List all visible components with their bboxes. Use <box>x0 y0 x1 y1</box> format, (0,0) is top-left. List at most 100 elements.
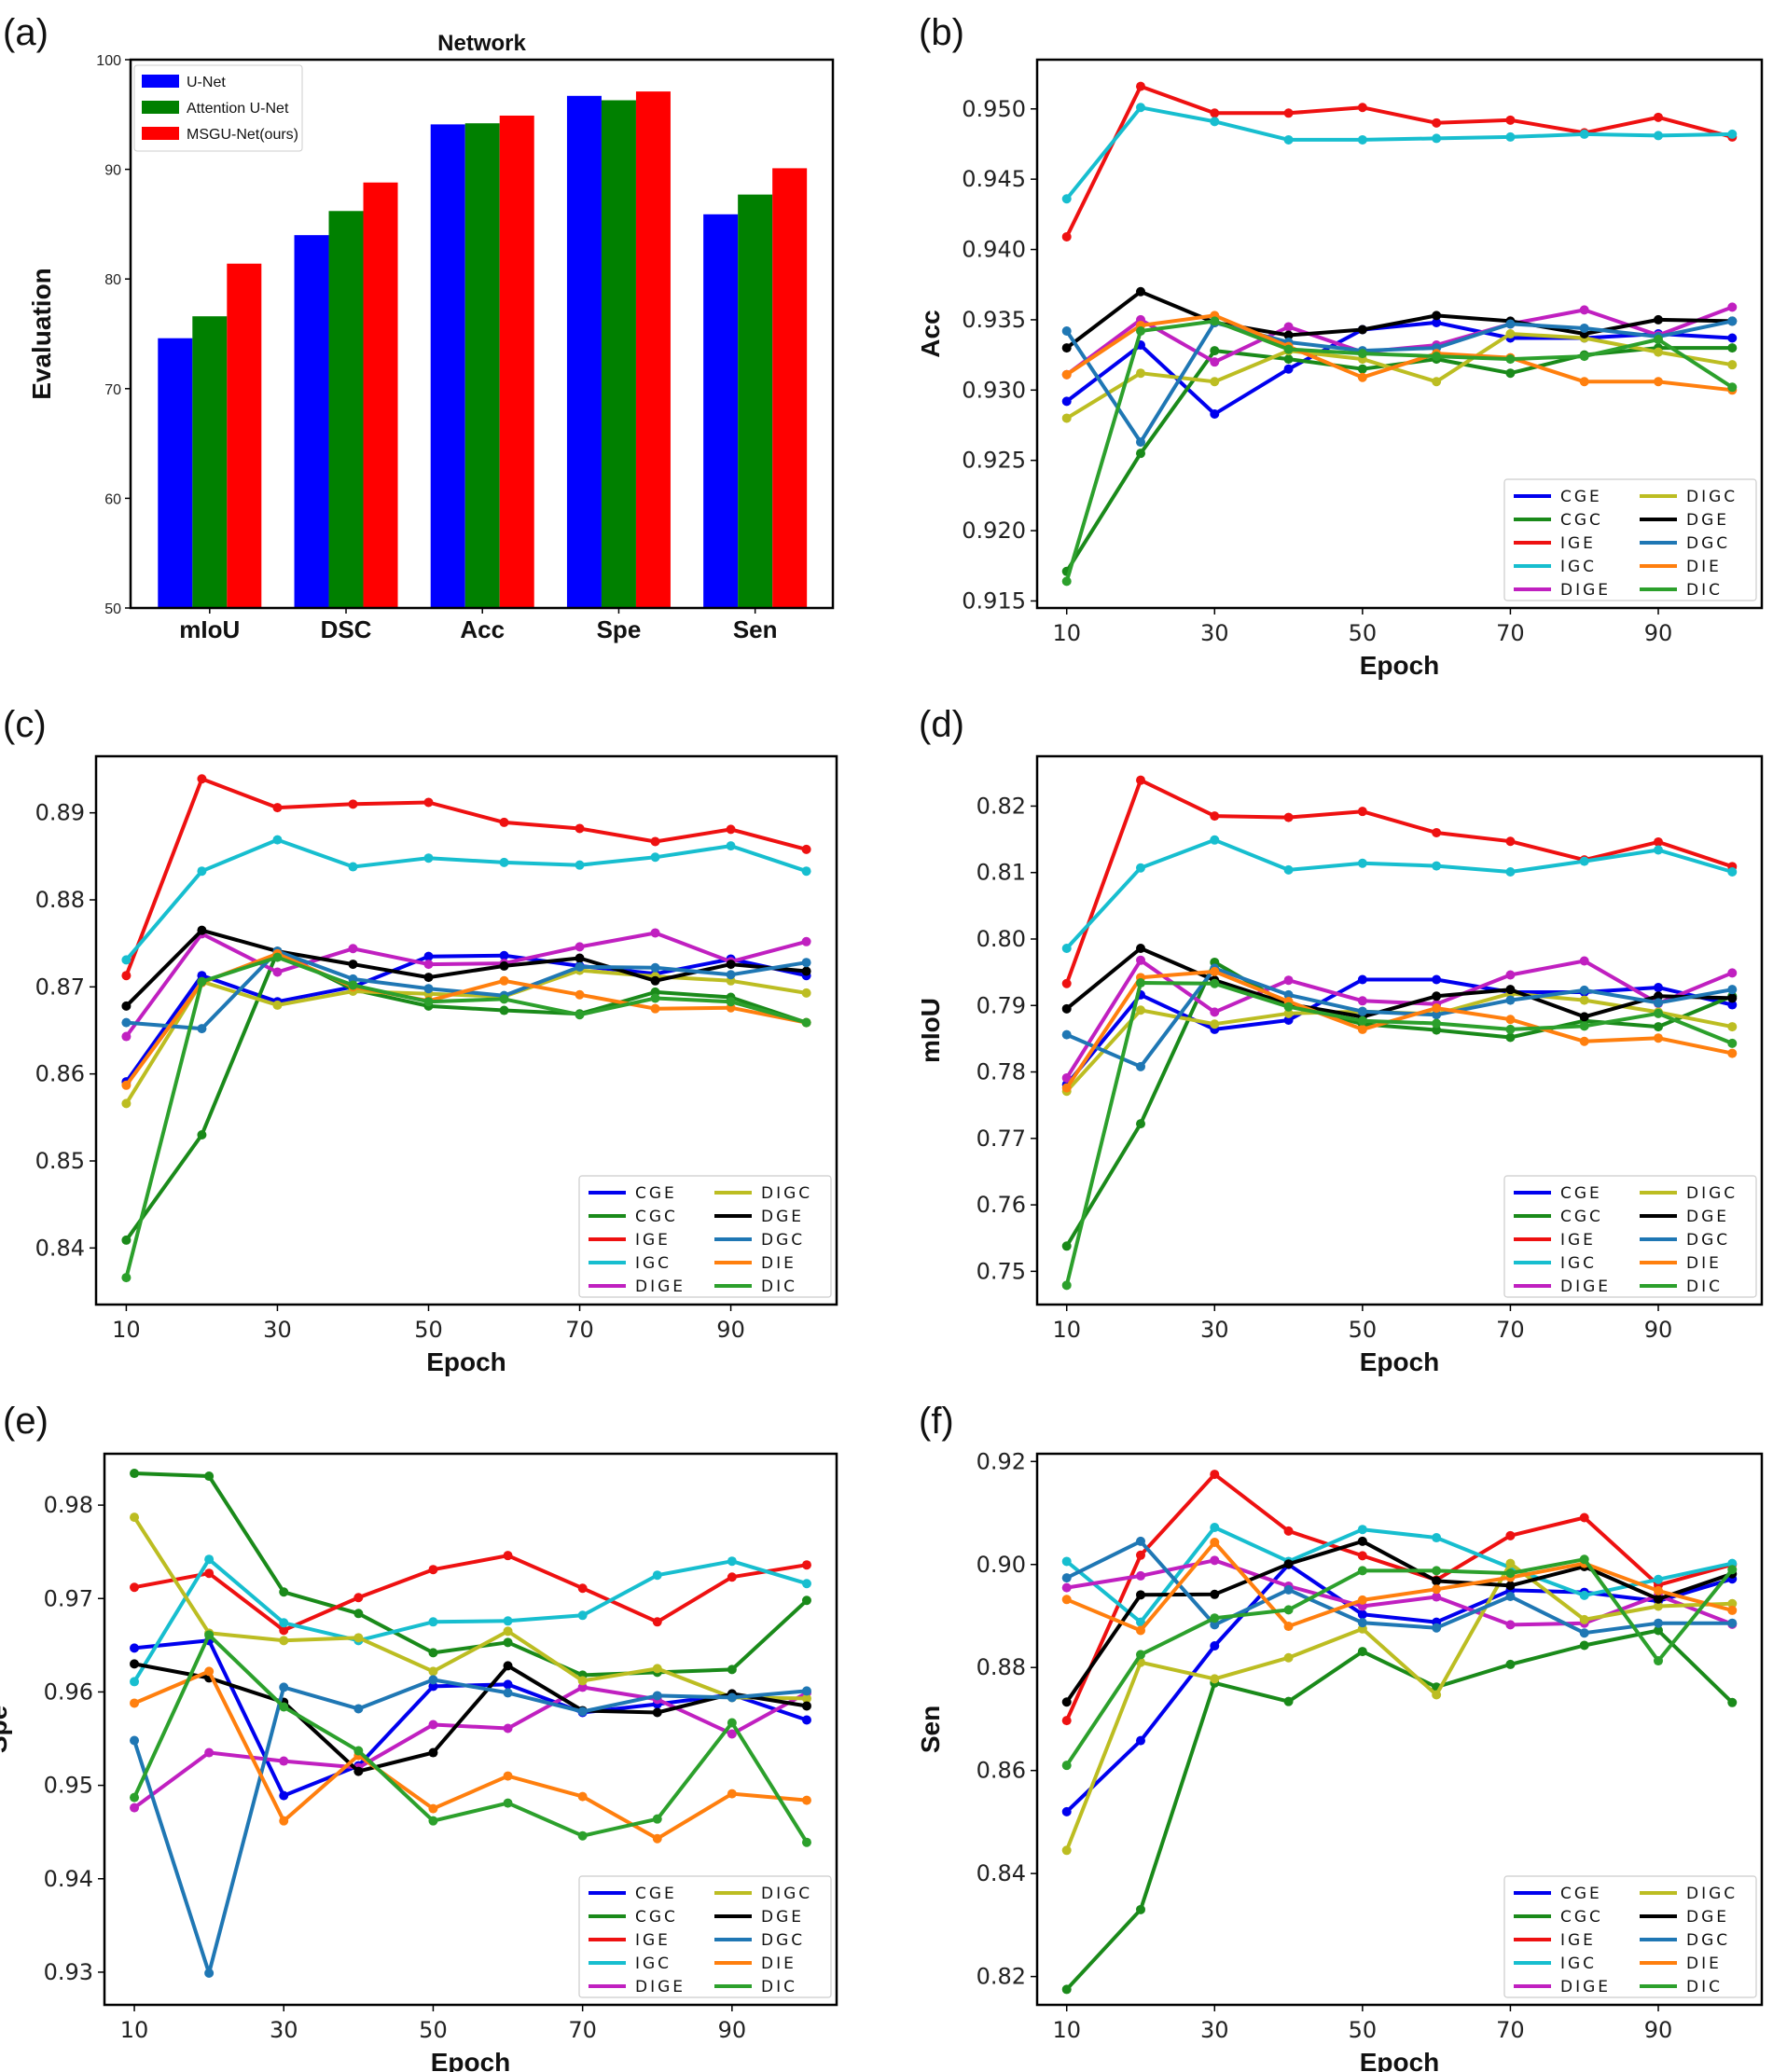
x-tick-label: 50 <box>414 1317 443 1343</box>
bar-u-net-sen <box>703 214 739 609</box>
legend: CGE DIGC CGC DGE IGE DGC IGC DIE DIGE DIC <box>1503 1875 1757 1998</box>
data-point-dige <box>727 1729 737 1739</box>
data-point-dic <box>1283 1605 1294 1615</box>
data-point-dgc <box>1505 995 1516 1005</box>
panel-d: (d) 0.75 0.76 0.77 0.78 0.79 0.80 0.81 0.82 10 30 5… <box>916 704 1764 1376</box>
data-point-igc <box>1283 864 1294 875</box>
data-point-dige <box>1136 955 1145 965</box>
data-point-igc <box>1432 133 1442 144</box>
data-point-ige <box>1136 81 1145 91</box>
data-point-igc <box>272 835 283 845</box>
data-point-dge <box>503 1661 513 1671</box>
series-line-ige <box>1064 84 1733 238</box>
data-point-cge <box>1283 364 1294 374</box>
data-point-cgc <box>1505 1659 1516 1669</box>
x-tick-label: 30 <box>1200 620 1229 646</box>
y-tick-label: 70 <box>104 382 121 398</box>
data-point-igc <box>423 853 434 863</box>
data-point-dgc <box>1505 319 1516 329</box>
data-point-dic <box>1579 352 1589 362</box>
data-point-dge <box>1136 286 1145 297</box>
data-point-dgc <box>801 958 811 968</box>
legend-label: DIGE <box>1560 1978 1611 1996</box>
data-point-die <box>801 1795 811 1805</box>
x-tick-label: 10 <box>120 2017 149 2043</box>
legend-label: IGC <box>635 1254 672 1273</box>
x-tick-label: 10 <box>1052 620 1081 646</box>
data-point-dic <box>1357 1566 1367 1576</box>
data-point-dge <box>1432 991 1442 1001</box>
data-point-dgc <box>121 1017 132 1028</box>
x-axis-label: Epoch <box>1360 1347 1440 1376</box>
data-point-cgc <box>1357 364 1367 374</box>
x-tick-label: 90 <box>718 2017 747 2043</box>
data-point-dic <box>499 994 509 1004</box>
y-tick-label: 80 <box>104 272 121 288</box>
data-point-digc <box>1727 1022 1738 1032</box>
legend-box <box>578 1875 832 1998</box>
x-tick-label: 30 <box>263 1317 292 1343</box>
y-tick-label: 0.82 <box>977 793 1026 819</box>
legend-label: DIE <box>1686 1254 1722 1273</box>
data-point-digc <box>801 1693 811 1704</box>
legend: U-Net Attention U-Net MSGU-Net(ours) <box>133 64 303 152</box>
data-point-digc <box>1136 1005 1145 1015</box>
data-point-digc <box>121 1098 132 1109</box>
data-point-cgc <box>279 1587 289 1597</box>
data-point-dgc <box>1136 437 1145 448</box>
panel-c: (c) 0.84 0.85 0.86 0.87 0.88 0.89 10 30 50 70 90 Epo… <box>0 704 838 1376</box>
legend: CGE DIGC CGC DGE IGE DGC IGC DIE DIGE DIC <box>578 1875 832 1998</box>
data-point-dge <box>1061 343 1072 353</box>
data-point-dge <box>650 975 660 986</box>
data-point-dic <box>130 1792 140 1803</box>
legend-label: DIC <box>1686 1978 1723 1996</box>
data-point-die <box>130 1698 140 1708</box>
series-igc <box>1061 103 1738 204</box>
series-line-cgc <box>124 950 808 1242</box>
data-point-ige <box>1357 807 1367 817</box>
legend-label: DIGC <box>761 1184 812 1203</box>
data-point-dge <box>1357 1536 1367 1546</box>
x-tick-label: 10 <box>112 1317 141 1343</box>
data-point-dic <box>1727 382 1738 393</box>
data-point-igc <box>1579 856 1589 866</box>
y-axis-label: DSC <box>0 1002 4 1057</box>
data-point-dic <box>428 1816 438 1826</box>
panel-label: (b) <box>919 12 964 53</box>
data-point-dic <box>1210 1613 1220 1623</box>
data-point-digc <box>1654 1601 1663 1611</box>
series-line-igc <box>1065 105 1733 200</box>
data-point-dge <box>801 1701 811 1711</box>
data-point-dgc <box>1283 989 1294 1000</box>
data-point-dic <box>801 1017 811 1028</box>
plot-frame <box>94 754 838 1306</box>
data-point-dge <box>652 1707 662 1718</box>
y-tick-label: 0.94 <box>44 1866 93 1892</box>
data-point-dic <box>727 1718 737 1728</box>
legend-swatch <box>142 101 179 114</box>
data-point-igc <box>1210 835 1220 845</box>
data-point-dic <box>197 976 207 987</box>
x-tick-label: 50 <box>1349 2017 1378 2043</box>
y-tick-label: 0.82 <box>977 1964 1026 1990</box>
y-tick-label: 0.88 <box>35 887 85 913</box>
legend-label: IGC <box>1560 558 1597 576</box>
legend-label: CGE <box>635 1885 677 1903</box>
data-point-dgc <box>727 1692 737 1703</box>
data-point-igc <box>575 860 585 870</box>
x-tick-label: 90 <box>1644 1317 1673 1343</box>
data-point-dgc <box>1579 985 1589 995</box>
data-point-ige <box>423 797 434 808</box>
series-line-dge <box>1065 289 1733 350</box>
data-point-igc <box>499 857 509 867</box>
data-point-cgc <box>1357 1647 1367 1657</box>
data-point-dic <box>1061 1280 1072 1291</box>
series-dgc <box>1061 1536 1738 1638</box>
data-point-igc <box>1357 1525 1367 1535</box>
series-dge <box>121 925 811 1011</box>
series-line-ige <box>133 1554 808 1633</box>
data-point-dic <box>279 1702 289 1712</box>
y-tick-label: 0.92 <box>977 1448 1026 1474</box>
data-point-ige <box>1357 103 1367 113</box>
series-dic <box>1061 316 1738 587</box>
